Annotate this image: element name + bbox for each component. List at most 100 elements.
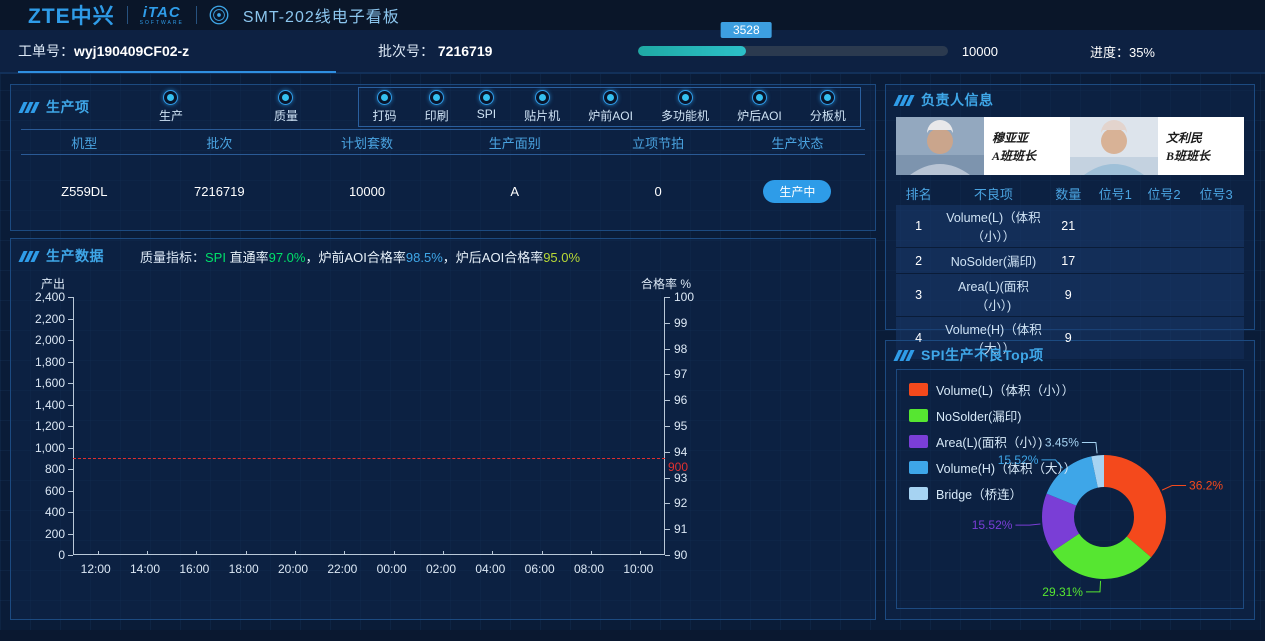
progress-total: 10000 [961, 43, 998, 59]
items-col-header: 机型 [71, 135, 98, 151]
radio-打码[interactable]: 打码 [373, 90, 397, 124]
right-axis-tick: 95 [674, 419, 688, 433]
panel-title-icon [18, 250, 40, 262]
solo-radio-group: 生产 质量 [114, 90, 344, 124]
progress-fill [637, 46, 747, 56]
radio-icon [677, 90, 693, 105]
supervisor-role: B班班长 [1166, 149, 1211, 163]
defect-cell: 9 [1064, 288, 1072, 302]
person-photo-placeholder-icon [1070, 117, 1158, 175]
left-axis-tick: 400 [44, 505, 65, 519]
radio-分板机[interactable]: 分板机 [810, 90, 846, 124]
company-seal-icon [209, 5, 229, 25]
donut-leader-line [1041, 459, 1063, 469]
indicator-segment: ， [442, 249, 456, 265]
defect-table-body: 1 Volume(L)（体积（小）） 21 2 NoSolder(漏印) 17 3 Area(… [896, 205, 1244, 360]
radio-icon [478, 90, 494, 105]
panel-title-icon [18, 101, 40, 113]
radio-SPI[interactable]: SPI [477, 90, 496, 124]
right-axis-tick: 93 [674, 470, 688, 485]
radio-icon [429, 90, 445, 105]
right-axis-tick: 91 [674, 522, 688, 537]
spi-chart-box: Volume(L)（体积（小）） NoSolder(漏印) Area(L)(面积（小… [896, 369, 1244, 609]
x-axis-tick: 08:00 [574, 562, 605, 576]
radio-多功能机[interactable]: 多功能机 [661, 90, 709, 124]
info-bar: 工单号： wyj190409CF02-z 批次号： 7216719 3528 1… [0, 22, 1265, 74]
production-data-panel: 生产数据 质量指标：SPI 直通率97.0%，炉前AOI合格率98.5%，炉后A… [10, 238, 876, 620]
indicator-segment: ， [305, 249, 319, 265]
status-badge[interactable]: 生产中 [763, 179, 832, 203]
spi-top-title: SPI生产不良Top项 [921, 347, 1044, 363]
divider [126, 6, 128, 24]
x-axis-tick: 12:00 [80, 562, 111, 576]
items-cell: 10000 [348, 183, 386, 199]
items-col-header: 生产面别 [488, 135, 541, 151]
x-axis-tick: 00:00 [376, 562, 407, 576]
defect-col-header: 不良项 [973, 186, 1013, 202]
left-axis-tick: 1,400 [34, 397, 65, 412]
defect-table: 排名 不良项 数量 位号1 位号2 位号3 1 Volume(L)（体积（小）） 21 2 NoS… [896, 181, 1244, 360]
radio-质量[interactable]: 质量 [274, 90, 298, 124]
batch-number: 批次号： 7216719 [378, 41, 492, 61]
x-axis-tick: 18:00 [228, 562, 259, 576]
radio-生产[interactable]: 生产 [159, 90, 183, 124]
items-table-header: 机型 批次 计划套数 生产面别 立项节拍 生产状态 [21, 129, 865, 155]
radio-icon [820, 90, 836, 105]
defect-cell: Volume(L)（体积（小）） [946, 211, 1041, 244]
radio-icon [603, 90, 619, 105]
right-axis-tick: 94 [674, 444, 688, 459]
indicator-segment: 95.0% [543, 249, 581, 265]
indicator-segment: 炉后AOI合格率 [455, 249, 544, 265]
left-axis-tick: 2,400 [34, 290, 65, 304]
supervisors-header: 负责人信息 [886, 85, 1254, 115]
production-items-panel: 生产项 生产 质量 打码 印刷 SPI 贴片机 炉前AOI 多功能机 炉后AOI 分板机 机型 批… [10, 84, 876, 231]
work-order-tab[interactable]: 工单号： wyj190409CF02-z [18, 29, 336, 73]
target-line [73, 458, 665, 460]
indicator-segment: 直通率 [229, 249, 269, 265]
radio-炉前AOI[interactable]: 炉前AOI [588, 90, 633, 124]
defect-col-header: 位号1 [1098, 186, 1132, 202]
radio-贴片机[interactable]: 贴片机 [524, 90, 560, 124]
x-axis-tick: 14:00 [130, 562, 161, 576]
x-axis-tick: 20:00 [278, 562, 309, 576]
defect-cell: 3 [915, 288, 923, 302]
left-axis-tick: 1,600 [34, 376, 65, 390]
defect-cell: 4 [915, 331, 923, 345]
donut-leader-line [1081, 441, 1098, 454]
items-table-row: Z559DL 7216719 10000 A 0 生产中 [21, 155, 865, 227]
right-axis-tick: 99 [674, 315, 688, 330]
right-axis-tick: 98 [674, 341, 688, 356]
active-tab-underline [18, 71, 336, 73]
supervisor-name: 文利民 [1166, 131, 1203, 145]
donut-percent-label: 15.52% [972, 518, 1013, 532]
defect-cell: 2 [915, 253, 923, 268]
panel-title-icon [893, 349, 915, 361]
progress-track [637, 46, 948, 56]
indicator-segment: SPI [205, 249, 230, 265]
items-col-header: 批次 [206, 135, 233, 151]
quality-indicators: 质量指标：SPI 直通率97.0%，炉前AOI合格率98.5%，炉后AOI合格率… [140, 249, 581, 265]
radio-炉后AOI[interactable]: 炉后AOI [737, 90, 782, 124]
defect-cell: 21 [1061, 219, 1076, 233]
divider [195, 6, 197, 24]
defect-cell: NoSolder(漏印) [950, 255, 1037, 269]
itac-logo: iTAC SOFTWARE [139, 3, 184, 26]
donut-slice-4 [1042, 455, 1166, 579]
supervisor-name: 穆亚亚 [992, 131, 1029, 145]
defect-col-header: 排名 [905, 186, 932, 202]
right-axis-tick: 97 [674, 367, 688, 382]
right-column: 负责人信息 穆亚亚 A班班长 [885, 84, 1255, 620]
radio-印刷[interactable]: 印刷 [425, 90, 449, 124]
progress-percent-label: 进度：35% [1089, 44, 1155, 60]
donut-percent-label: 15.52% [998, 453, 1039, 467]
supervisor-photos: 穆亚亚 A班班长 文利民 B班班长 [896, 117, 1244, 175]
supervisors-panel: 负责人信息 穆亚亚 A班班长 [885, 84, 1255, 360]
donut-slice-2 [1042, 455, 1166, 579]
donut-slice-1 [1042, 455, 1166, 579]
legend-item: Volume(H)（体积（大）） [909, 458, 1076, 477]
output-passrate-chart: 产出 合格率 % 0 200 400 600 800 1,000 1,200 1,400 1,600… [21, 273, 865, 611]
left-axis-tick: 800 [44, 462, 65, 476]
left-axis-tick: 1,200 [34, 419, 65, 433]
legend-swatch [909, 409, 928, 422]
left-axis-title: 产出 [41, 277, 66, 291]
